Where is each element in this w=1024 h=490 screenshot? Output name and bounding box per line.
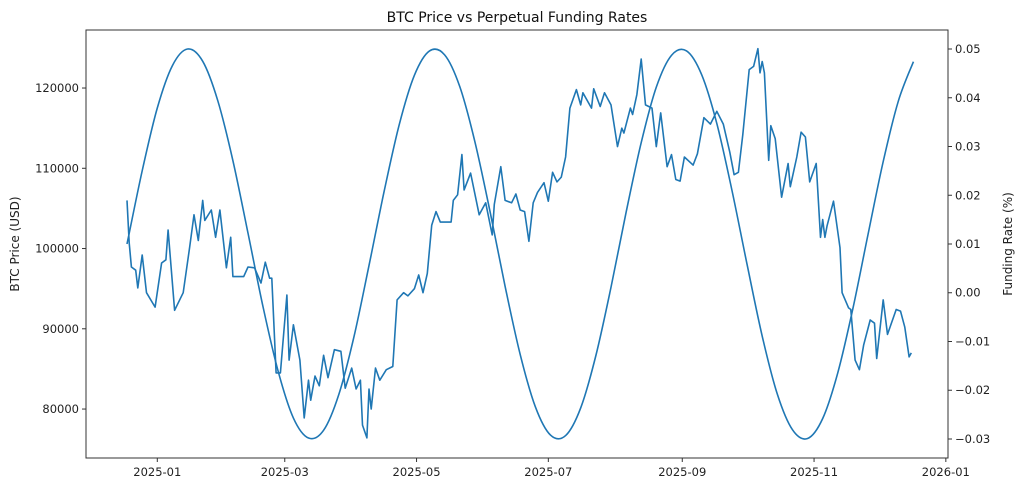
y2-tick-label: −0.02 [955, 383, 990, 397]
y-tick-label: 100000 [35, 242, 79, 256]
axis-ticks: 2025-01 2025-03 2025-05 2025-07 2025-09 2025-… [35, 42, 990, 479]
y2-tick-label: 0.00 [955, 286, 981, 300]
plot-area [126, 47, 915, 440]
y2-tick-label: 0.01 [955, 237, 981, 251]
x-tick-label: 2025-01 [133, 465, 181, 479]
y2-tick-label: −0.01 [955, 334, 990, 348]
x-tick-label: 2025-09 [658, 465, 706, 479]
x-tick-label: 2025-05 [393, 465, 441, 479]
y2-tick-label: 0.03 [955, 140, 981, 154]
x-tick-label: 2025-11 [790, 465, 838, 479]
chart-title: BTC Price vs Perpetual Funding Rates [387, 10, 648, 26]
y-axis-label: BTC Price (USD) [8, 196, 22, 291]
x-tick-label: 2025-03 [261, 465, 309, 479]
x-tick-label: 2025-07 [524, 465, 572, 479]
x-tick-label: 2026-01 [922, 465, 970, 479]
y2-tick-label: −0.03 [955, 432, 990, 446]
btc-price-line [126, 47, 913, 439]
y-tick-label: 90000 [42, 322, 79, 336]
y-tick-label: 80000 [42, 402, 79, 416]
y-tick-label: 120000 [35, 81, 79, 95]
y2-tick-label: 0.04 [955, 91, 981, 105]
funding-rate-line [126, 48, 915, 440]
y-tick-label: 110000 [35, 161, 79, 175]
y2-axis-label: Funding Rate (%) [1001, 192, 1015, 296]
y2-tick-label: 0.05 [955, 42, 981, 56]
y2-tick-label: 0.02 [955, 188, 981, 202]
